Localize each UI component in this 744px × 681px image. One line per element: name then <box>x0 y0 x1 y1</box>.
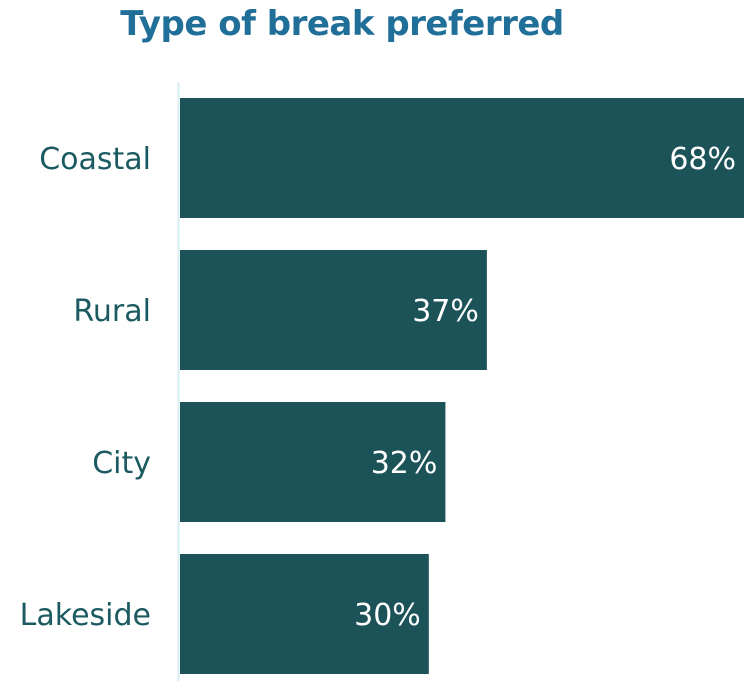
bar-coastal <box>180 98 744 218</box>
chart-title: Type of break preferred <box>120 4 564 44</box>
value-label-city: 32% <box>371 446 438 481</box>
bar-lakeside <box>180 554 429 674</box>
bar-rural <box>180 250 487 370</box>
value-label-coastal: 68% <box>669 142 736 177</box>
category-label-rural: Rural <box>73 294 151 329</box>
bar-city <box>180 402 446 522</box>
category-label-lakeside: Lakeside <box>20 598 151 633</box>
value-label-rural: 37% <box>412 294 479 329</box>
bar-group: Coastal 68% Rural 37% City 32% Lakeside 30% <box>20 98 744 674</box>
category-label-coastal: Coastal <box>39 142 151 177</box>
category-label-city: City <box>92 446 151 481</box>
value-label-lakeside: 30% <box>354 598 421 633</box>
